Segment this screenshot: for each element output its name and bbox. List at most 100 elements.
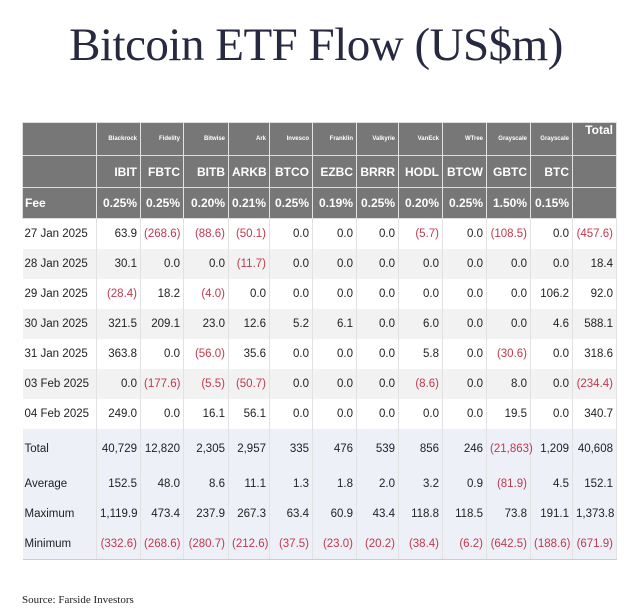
ticker-header: BTC [530,155,573,188]
flow-value: (4.0) [183,279,229,309]
summary-value: 40,608 [572,429,617,469]
flow-value: 0.0 [356,218,399,249]
issuer-header: Fidelity [140,122,184,156]
flow-value: 0.0 [269,218,313,249]
flow-value: (30.6) [486,339,531,369]
flow-value: 0.0 [356,399,399,429]
flow-value: 0.0 [530,218,573,249]
flow-value: 0.0 [312,279,357,309]
summary-value: 2.0 [356,469,399,499]
summary-value: (20.2) [356,529,399,560]
flow-value: 0.0 [486,279,531,309]
row-date: 31 Jan 2025 [22,339,97,369]
flow-value: 0.0 [442,399,487,429]
summary-value: (671.9) [572,529,617,560]
summary-value: 1,209 [530,429,573,469]
flow-value: 18.4 [572,249,617,279]
fee-value: 0.19% [312,187,357,219]
summary-value: 8.6 [183,469,229,499]
flow-value: 4.6 [530,309,573,339]
issuer-header: VanEck [398,122,443,156]
fee-value: 0.25% [140,187,184,219]
flow-value: 35.6 [228,339,270,369]
flow-value: 0.0 [356,279,399,309]
issuer-header: Ark [228,122,270,156]
flow-value: 0.0 [356,309,399,339]
table-row: 03 Feb 2025 0.0 (177.6) (5.5) (50.7) 0.0 0.0 0.… [22,369,617,399]
flow-value: 0.0 [140,399,184,429]
flow-value: (28.4) [96,279,141,309]
ticker-header: BITB [183,155,229,188]
fee-value: 0.25% [269,187,313,219]
flow-value: 0.0 [269,399,313,429]
table-row: 28 Jan 2025 30.1 0.0 0.0 (11.7) 0.0 0.0 0.0 0.0 0… [22,249,617,279]
flow-value: 321.5 [96,309,141,339]
flow-value: (5.5) [183,369,229,399]
summary-value: (23.0) [312,529,357,560]
summary-value: 856 [398,429,443,469]
flow-value: 0.0 [356,249,399,279]
flow-value: 6.1 [312,309,357,339]
fee-value: 0.20% [398,187,443,219]
issuer-header: Franklin [312,122,357,156]
flow-value: 0.0 [140,249,184,279]
flow-value: 0.0 [312,339,357,369]
flow-value: 18.2 [140,279,184,309]
summary-value: 152.5 [96,469,141,499]
row-date: 04 Feb 2025 [22,399,97,429]
flow-value: (234.4) [572,369,617,399]
summary-value: (280.7) [183,529,229,560]
summary-value: 48.0 [140,469,184,499]
summary-value: 335 [269,429,313,469]
header-blank [572,187,617,219]
flow-value: 0.0 [530,249,573,279]
flow-value: 0.0 [356,339,399,369]
row-date: 03 Feb 2025 [22,369,97,399]
summary-value: (37.5) [269,529,313,560]
flow-value: 0.0 [269,339,313,369]
ticker-header: BTCW [442,155,487,188]
flow-value: (56.0) [183,339,229,369]
flow-value: 6.0 [398,309,443,339]
summary-row: Total 40,729 12,820 2,305 2,957 335 476 539 856 2… [22,429,617,469]
summary-value: (188.6) [530,529,573,560]
flow-value: 0.0 [312,369,357,399]
summary-label: Maximum [22,499,97,529]
ticker-header: IBIT [96,155,141,188]
flow-value: 0.0 [442,218,487,249]
flow-value: 0.0 [140,339,184,369]
flow-value: 106.2 [530,279,573,309]
flow-value: 0.0 [442,339,487,369]
issuer-header: Grayscale [530,122,573,156]
summary-value: 539 [356,429,399,469]
summary-value: 43.4 [356,499,399,529]
flow-value: 0.0 [96,369,141,399]
header-blank [22,155,97,188]
flow-value: (108.5) [486,218,531,249]
ticker-header-row: IBIT FBTC BITB ARKB BTCO EZBC BRRR HODL BTCW GBTC… [22,155,617,188]
flow-value: 56.1 [228,399,270,429]
flow-value: 8.0 [486,369,531,399]
header-blank [22,122,97,156]
flow-value: 0.0 [442,309,487,339]
total-header: Total [572,122,617,156]
flow-value: 30.1 [96,249,141,279]
fee-value: 0.20% [183,187,229,219]
ticker-header: BTCO [269,155,313,188]
fee-value: 0.25% [356,187,399,219]
summary-value: (21,863) [486,429,533,469]
flow-value: (177.6) [140,369,184,399]
fee-row: Fee 0.25% 0.25% 0.20% 0.21% 0.25% 0.19% 0.25% 0.… [22,187,617,219]
summary-value: 191.1 [530,499,573,529]
fee-value: 1.50% [486,187,531,219]
flow-value: (8.6) [398,369,443,399]
flow-value: 5.8 [398,339,443,369]
flow-value: 23.0 [183,309,229,339]
summary-value: 246 [442,429,487,469]
issuer-header: Valkyrie [356,122,399,156]
flow-value: 0.0 [228,279,270,309]
flow-value: 340.7 [572,399,617,429]
summary-value: (81.9) [486,469,531,499]
table-row: 30 Jan 2025 321.5 209.1 23.0 12.6 5.2 6.1 0.0 6.… [22,309,617,339]
flow-value: (50.1) [228,218,270,249]
